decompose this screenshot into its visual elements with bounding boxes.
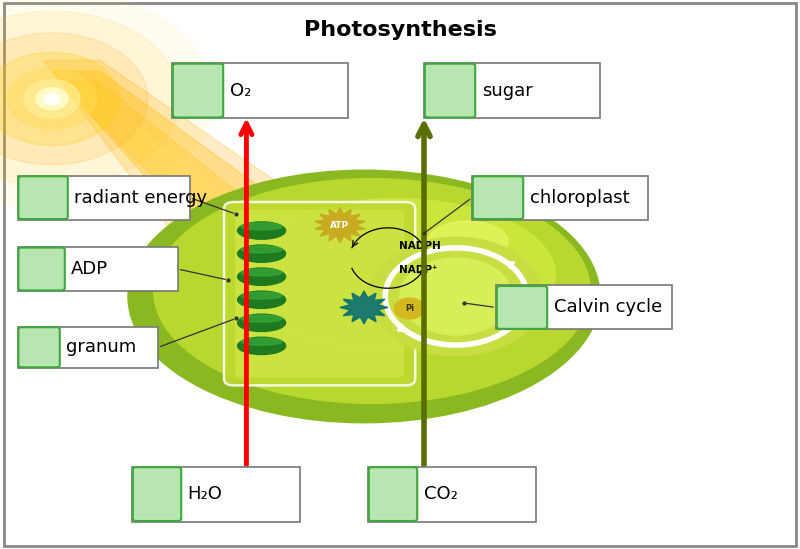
Text: Photosynthesis: Photosynthesis	[303, 20, 497, 40]
Circle shape	[36, 88, 68, 110]
Ellipse shape	[128, 170, 600, 423]
FancyBboxPatch shape	[18, 248, 65, 290]
Polygon shape	[60, 80, 300, 269]
Ellipse shape	[238, 337, 286, 355]
Circle shape	[0, 0, 212, 209]
Ellipse shape	[238, 291, 286, 309]
Ellipse shape	[242, 292, 282, 299]
FancyBboxPatch shape	[497, 286, 547, 329]
Circle shape	[394, 298, 425, 319]
Polygon shape	[64, 88, 284, 262]
Circle shape	[0, 11, 180, 187]
Ellipse shape	[242, 223, 282, 230]
Polygon shape	[44, 60, 336, 291]
FancyBboxPatch shape	[173, 64, 223, 117]
FancyBboxPatch shape	[18, 247, 178, 291]
Text: Calvin cycle: Calvin cycle	[554, 299, 662, 316]
Ellipse shape	[154, 178, 590, 404]
Text: sugar: sugar	[482, 82, 532, 99]
Ellipse shape	[237, 199, 555, 350]
FancyBboxPatch shape	[224, 202, 415, 385]
FancyBboxPatch shape	[472, 176, 648, 220]
Ellipse shape	[428, 221, 508, 262]
Ellipse shape	[242, 315, 282, 322]
Circle shape	[8, 69, 96, 129]
Circle shape	[24, 80, 80, 118]
FancyBboxPatch shape	[18, 327, 60, 367]
FancyBboxPatch shape	[18, 327, 158, 368]
FancyBboxPatch shape	[133, 467, 182, 521]
FancyBboxPatch shape	[132, 467, 300, 522]
Text: granum: granum	[66, 338, 137, 356]
FancyBboxPatch shape	[496, 285, 672, 329]
Text: NADPH: NADPH	[399, 241, 441, 251]
Ellipse shape	[238, 268, 286, 285]
Ellipse shape	[242, 246, 282, 253]
FancyBboxPatch shape	[18, 176, 68, 219]
Ellipse shape	[242, 269, 282, 276]
FancyBboxPatch shape	[473, 176, 523, 219]
FancyBboxPatch shape	[18, 176, 190, 220]
Ellipse shape	[238, 222, 286, 239]
Circle shape	[370, 237, 542, 356]
FancyBboxPatch shape	[424, 63, 600, 118]
Polygon shape	[52, 71, 320, 274]
Ellipse shape	[242, 338, 282, 345]
Text: CO₂: CO₂	[424, 485, 458, 503]
FancyBboxPatch shape	[369, 467, 418, 521]
FancyBboxPatch shape	[425, 64, 475, 117]
FancyBboxPatch shape	[368, 467, 536, 522]
Text: chloroplast: chloroplast	[530, 189, 630, 206]
Text: O₂: O₂	[230, 82, 251, 99]
FancyBboxPatch shape	[172, 63, 348, 118]
Ellipse shape	[238, 245, 286, 262]
Polygon shape	[340, 291, 388, 324]
Circle shape	[0, 33, 148, 165]
Circle shape	[400, 258, 512, 335]
Circle shape	[44, 93, 60, 104]
FancyBboxPatch shape	[4, 3, 796, 546]
Text: H₂O: H₂O	[188, 485, 222, 503]
Text: radiant energy: radiant energy	[74, 189, 207, 206]
Text: Pi: Pi	[405, 304, 414, 313]
Text: NADP⁺: NADP⁺	[399, 265, 438, 275]
FancyBboxPatch shape	[235, 210, 404, 378]
Circle shape	[0, 52, 120, 145]
Text: ADP: ADP	[71, 260, 108, 278]
Polygon shape	[315, 208, 365, 243]
Ellipse shape	[238, 314, 286, 332]
Text: ATP: ATP	[330, 221, 350, 229]
